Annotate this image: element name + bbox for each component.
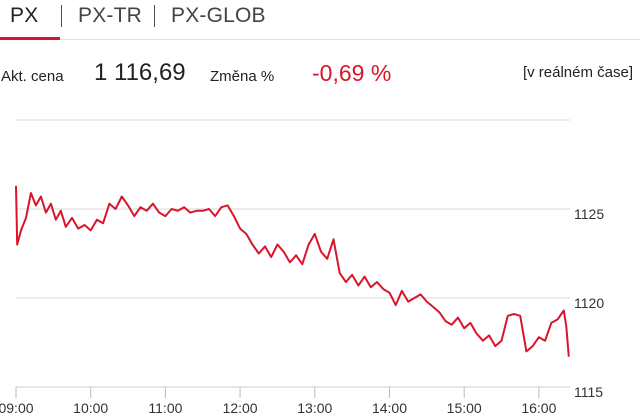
x-tick-label: 10:00 (73, 400, 108, 416)
change-value: -0,69 % (312, 60, 392, 86)
tab-separator (154, 5, 155, 27)
price-label: Akt. cena (1, 68, 64, 85)
y-tick-label: 1115 (574, 384, 603, 400)
x-tick-label: 15:00 (447, 400, 482, 416)
x-tick-label: 11:00 (148, 400, 182, 416)
tab-separator (61, 5, 62, 27)
x-tick-label: 09:00 (0, 400, 34, 416)
y-axis-labels: 1115 1120 1125 (574, 206, 604, 400)
realtime-note: [v reálném čase] (522, 64, 633, 81)
y-tick-label: 1125 (574, 206, 604, 222)
change-label: Změna % (210, 68, 275, 85)
x-tick-label: 14:00 (372, 400, 407, 416)
price-value: 1 116,69 (94, 59, 186, 86)
active-tab-underline (0, 37, 60, 40)
x-tick-label: 13:00 (297, 400, 332, 416)
tab-px-tr[interactable]: PX-TR (78, 4, 142, 27)
price-line-chart: 1115 1120 1125 09:00 10:00 11:00 12:00 13:00 14… (0, 119, 604, 416)
tab-px[interactable]: PX (10, 4, 39, 27)
gridlines (16, 119, 570, 388)
index-tabs: PX PX-TR PX-GLOB (0, 0, 640, 40)
price-series-line (15, 185, 570, 357)
x-tick-label: 12:00 (223, 400, 258, 416)
tab-px-glob[interactable]: PX-GLOB (171, 4, 266, 27)
quote-summary: Akt. cena 1 116,69 Změna % -0,69 % [v re… (0, 56, 640, 92)
y-tick-label: 1120 (574, 295, 604, 311)
series-layer (15, 185, 570, 357)
x-tick-label: 16:00 (521, 400, 556, 416)
x-axis: 09:00 10:00 11:00 12:00 13:00 14:00 15:00 16:00 (0, 386, 570, 416)
